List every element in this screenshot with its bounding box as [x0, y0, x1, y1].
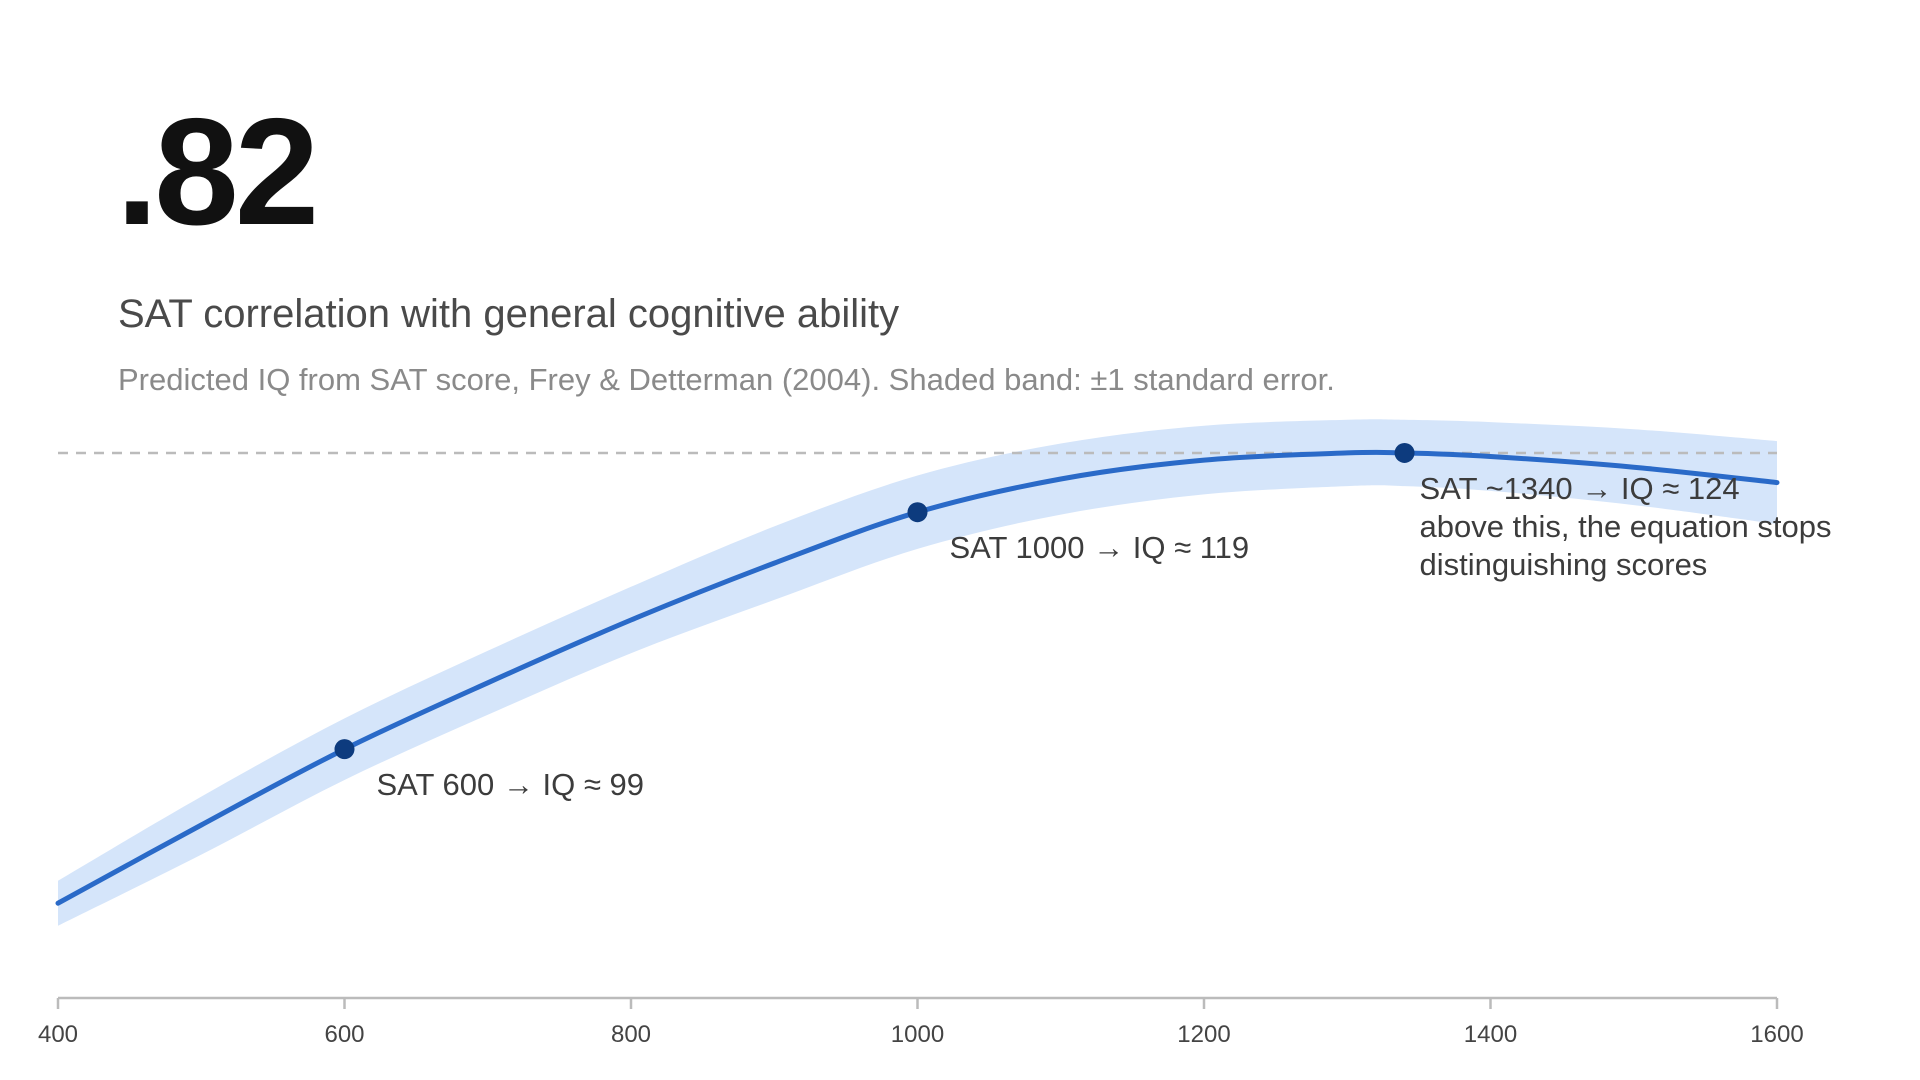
- highlight-points: [334, 442, 1415, 760]
- x-tick-label: 1000: [891, 1021, 944, 1048]
- headline-statistic: .82: [116, 87, 319, 257]
- x-tick-label: 800: [611, 1021, 651, 1048]
- annotation-label: SAT ~1340 → IQ ≈ 124 above this, the equa…: [1420, 471, 1832, 582]
- annotations: SAT 600 → IQ ≈ 99 SAT 1000 → IQ ≈ 119 SAT …: [377, 471, 1832, 802]
- chart-title: SAT correlation with general cognitive a…: [118, 292, 900, 336]
- annotation-line: SAT 600 → IQ ≈ 99: [377, 767, 644, 802]
- annotation-line: distinguishing scores: [1420, 547, 1708, 582]
- highlight-point: [1394, 442, 1415, 463]
- chart-subtitle: Predicted IQ from SAT score, Frey & Dett…: [118, 362, 1335, 397]
- highlight-point: [907, 502, 928, 523]
- x-tick-label: 400: [38, 1021, 78, 1048]
- annotation-label: SAT 1000 → IQ ≈ 119: [950, 530, 1250, 565]
- x-tick-label: 1600: [1750, 1021, 1803, 1048]
- x-tick-label: 1400: [1464, 1021, 1517, 1048]
- x-tick-label: 1200: [1177, 1021, 1230, 1048]
- x-tick-label: 600: [324, 1021, 364, 1048]
- annotation-line: above this, the equation stops: [1420, 509, 1832, 544]
- annotation-line: SAT ~1340 → IQ ≈ 124: [1420, 471, 1740, 506]
- annotation-label: SAT 600 → IQ ≈ 99: [377, 767, 644, 802]
- annotation-line: SAT 1000 → IQ ≈ 119: [950, 530, 1250, 565]
- x-axis-ticks: 400 600 800 1000 1200 1400 1600: [38, 998, 1804, 1048]
- highlight-point: [334, 739, 355, 760]
